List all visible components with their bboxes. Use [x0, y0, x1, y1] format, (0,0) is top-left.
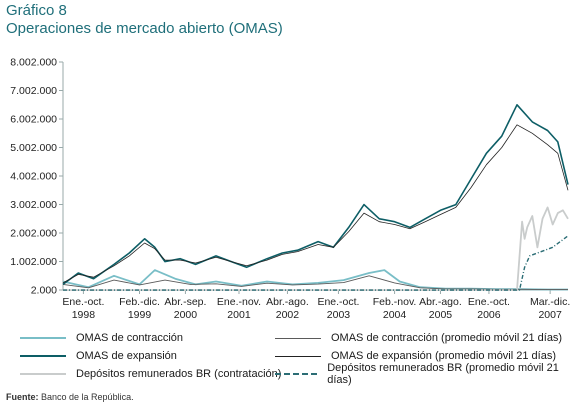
x-tick-label: Ene.-oct. [468, 296, 510, 308]
source-note: Fuente: Banco de la República. [6, 392, 134, 402]
series-layer [62, 104, 569, 292]
legend-label-depositos-avg: Depósitos remunerados BR (promedio móvil… [327, 362, 559, 386]
figure-label: Gráfico 8 [6, 2, 67, 19]
x-axis: Ene.-oct.1998Feb.-dic.1999Abr.-sep.2000E… [62, 289, 570, 321]
y-tick-label: 3.002.000 [10, 199, 57, 211]
y-tick-label: 1.002.000 [10, 256, 57, 268]
y-tick-label: 4.002.000 [10, 171, 57, 183]
legend-swatch-expansion [20, 355, 66, 357]
x-tick-year: 2003 [327, 309, 351, 321]
x-tick-year: 2005 [429, 309, 453, 321]
y-tick-label: 5.002.000 [10, 142, 57, 154]
x-tick-year: 1999 [128, 309, 152, 321]
legend-item-expansion-avg: OMAS de expansión (promedio móvil 21 día… [275, 348, 556, 364]
x-tick-label: Abr.-ago. [266, 296, 309, 308]
x-tick-year: 2007 [538, 309, 562, 321]
y-tick-label: 6.002.000 [10, 114, 57, 126]
legend-item-depositos-avg: Depósitos remunerados BR (promedio móvil… [275, 362, 565, 386]
legend-label-depositos: Depósitos remunerados BR (contratación) [76, 368, 282, 380]
y-axis: 8.002.000 7.002.000 6.002.000 5.002.000 4.00… [10, 57, 64, 297]
series-line-depositos_avg [63, 235, 569, 291]
legend-swatch-contraccion-avg [275, 337, 321, 339]
x-tick-label: Ene.-oct. [62, 296, 104, 308]
x-tick-label: Abr.-sep. [164, 296, 206, 308]
legend-label-contraccion: OMAS de contracción [76, 332, 183, 344]
series-line-contraccion_avg [62, 275, 568, 291]
legend-item-contraccion-avg: OMAS de contracción (promedio móvil 21 d… [275, 330, 562, 346]
y-tick-label: 2.002.000 [10, 228, 57, 240]
x-tick-label: Mar.-dic. [530, 296, 570, 308]
x-tick-year: 1998 [72, 309, 96, 321]
x-tick-label: Abr.-ago. [419, 296, 462, 308]
x-tick-year: 2001 [227, 309, 251, 321]
legend-swatch-depositos [20, 373, 66, 375]
x-tick-label: Feb.-dic. [119, 296, 160, 308]
series-line-expansion [62, 104, 569, 286]
legend-label-expansion: OMAS de expansión [76, 350, 177, 362]
series-line-depositos [63, 206, 569, 292]
legend-swatch-depositos-avg [275, 373, 318, 375]
x-tick-year: 2000 [174, 309, 198, 321]
x-tick-year: 2004 [383, 309, 407, 321]
chart-area: 8.002.000 7.002.000 6.002.000 5.002.000 4.00… [10, 57, 570, 322]
x-tick-year: 2002 [276, 309, 300, 321]
x-tick-year: 2006 [477, 309, 501, 321]
chart-title: Operaciones de mercado abierto (OMAS) [6, 20, 283, 37]
legend-item-expansion: OMAS de expansión [20, 348, 177, 364]
y-tick-label: 7.002.000 [10, 85, 57, 97]
x-tick-label: Ene.-nov. [217, 296, 261, 308]
legend-item-contraccion: OMAS de contracción [20, 330, 183, 346]
series-line-expansion_avg [62, 124, 569, 284]
y-tick-label: 2.000 [31, 285, 57, 297]
source-text: Banco de la República. [41, 392, 134, 402]
legend-swatch-contraccion [20, 337, 66, 339]
legend-item-depositos: Depósitos remunerados BR (contratación) [20, 366, 281, 382]
x-tick-label: Feb.-nov. [373, 296, 417, 308]
series-line-contraccion [62, 269, 568, 291]
legend-swatch-expansion-avg [275, 355, 321, 357]
x-tick-label: Ene.-oct. [317, 296, 359, 308]
legend-label-contraccion-avg: OMAS de contracción (promedio móvil 21 d… [331, 332, 563, 344]
legend-label-expansion-avg: OMAS de expansión (promedio móvil 21 día… [331, 350, 556, 362]
source-label: Fuente: [6, 392, 39, 402]
y-tick-label: 8.002.000 [10, 57, 57, 69]
